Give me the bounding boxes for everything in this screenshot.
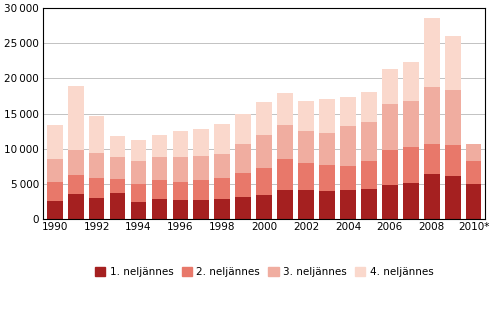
Bar (47, 182, 62, 201)
Bar (236, 114, 251, 144)
Bar (89, 178, 104, 198)
Bar (236, 197, 251, 219)
Bar (445, 145, 460, 176)
Bar (89, 153, 104, 178)
Bar (131, 202, 147, 219)
Bar (173, 200, 188, 219)
Bar (361, 189, 377, 219)
Bar (340, 97, 356, 126)
Bar (110, 157, 125, 179)
Bar (214, 178, 230, 200)
Bar (110, 193, 125, 219)
Bar (151, 180, 167, 200)
Bar (151, 156, 167, 180)
Bar (403, 62, 419, 101)
Bar (194, 156, 209, 181)
Bar (382, 185, 397, 219)
Bar (214, 154, 230, 178)
Bar (445, 36, 460, 90)
Bar (403, 183, 419, 219)
Bar (361, 122, 377, 161)
Bar (445, 90, 460, 145)
Bar (236, 144, 251, 173)
Bar (361, 161, 377, 189)
Bar (424, 174, 440, 219)
Bar (361, 92, 377, 122)
Bar (424, 144, 440, 174)
Bar (403, 147, 419, 183)
Bar (194, 129, 209, 156)
Bar (47, 159, 62, 182)
Bar (68, 194, 84, 219)
Bar (89, 116, 104, 153)
Bar (110, 136, 125, 157)
Bar (340, 166, 356, 190)
Bar (47, 125, 62, 159)
Bar (403, 101, 419, 147)
Bar (110, 179, 125, 193)
Bar (131, 141, 147, 161)
Bar (214, 124, 230, 154)
Bar (466, 144, 482, 161)
Bar (319, 99, 335, 133)
Bar (173, 182, 188, 200)
Bar (340, 190, 356, 219)
Bar (68, 85, 84, 150)
Bar (424, 87, 440, 144)
Bar (151, 135, 167, 156)
Bar (298, 131, 314, 163)
Bar (466, 184, 482, 219)
Bar (47, 201, 62, 219)
Bar (382, 104, 397, 150)
Bar (319, 191, 335, 219)
Bar (319, 165, 335, 191)
Bar (466, 161, 482, 184)
Bar (424, 18, 440, 87)
Bar (131, 184, 147, 202)
Bar (131, 161, 147, 184)
Bar (194, 181, 209, 200)
Bar (277, 190, 293, 219)
Bar (319, 133, 335, 165)
Bar (298, 163, 314, 190)
Bar (277, 125, 293, 159)
Bar (256, 168, 272, 195)
Bar (214, 200, 230, 219)
Bar (340, 126, 356, 166)
Bar (256, 195, 272, 219)
Bar (173, 156, 188, 182)
Bar (236, 173, 251, 197)
Legend: 1. neljännes, 2. neljännes, 3. neljännes, 4. neljännes: 1. neljännes, 2. neljännes, 3. neljännes… (95, 267, 433, 277)
Bar (298, 190, 314, 219)
Bar (68, 150, 84, 175)
Bar (68, 175, 84, 194)
Bar (445, 176, 460, 219)
Bar (151, 200, 167, 219)
Bar (89, 198, 104, 219)
Bar (173, 131, 188, 156)
Bar (277, 159, 293, 190)
Bar (194, 200, 209, 219)
Bar (256, 135, 272, 168)
Bar (298, 101, 314, 131)
Bar (382, 69, 397, 104)
Bar (382, 150, 397, 185)
Bar (277, 93, 293, 125)
Bar (256, 102, 272, 135)
